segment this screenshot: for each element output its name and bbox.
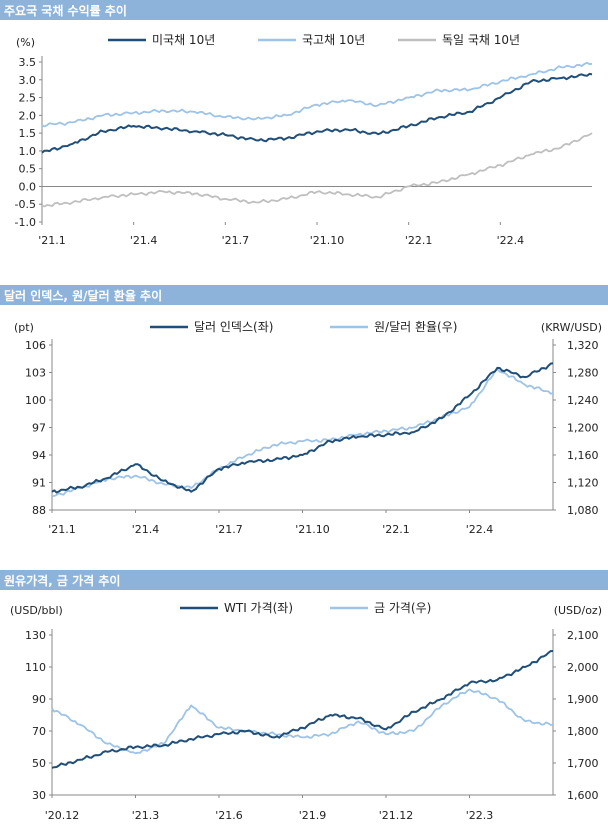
- series-line-3: [41, 132, 593, 208]
- y-right-tick-label: 1,280: [567, 367, 599, 380]
- bond-yield-panel: 주요국 국채 수익률 추이 3.5 3.0 2.5 2.0 1.5 1.0 0.5 0.0 -0…: [0, 0, 608, 270]
- bond-yield-title-band: 주요국 국채 수익률 추이: [0, 0, 608, 20]
- y-axis-unit-label: (%): [16, 36, 35, 49]
- dollar-index-title: 달러 인덱스, 원/달러 환율 추이: [4, 289, 163, 303]
- oil-gold-title: 원유가격, 금 가격 추이: [4, 574, 121, 588]
- legend-label: 미국채 10년: [152, 33, 215, 47]
- y-tick-label: 106: [25, 339, 46, 352]
- series-line-1: [41, 72, 593, 154]
- x-tick-label: '20.12: [45, 809, 80, 822]
- y-tick-label: 2.0: [19, 109, 37, 122]
- y-axis-unit-label: (pt): [14, 321, 34, 334]
- x-tick-label: '22.1: [405, 234, 433, 247]
- legend-label: 원/달러 환율(우): [374, 320, 457, 334]
- y-right-tick-label: 2,100: [567, 629, 599, 642]
- y-tick-label: 100: [25, 394, 46, 407]
- legend-label: 국고채 10년: [302, 33, 365, 47]
- y-right-tick-label: 1,900: [567, 693, 599, 706]
- x-tick-label: '21.1: [48, 523, 76, 536]
- y-tick-label: 103: [25, 367, 46, 380]
- x-tick-label: '21.4: [130, 234, 158, 247]
- x-tick-label: '21.4: [132, 523, 160, 536]
- y-right-tick-label: 1,080: [567, 504, 599, 517]
- x-tick-label: '21.12: [379, 809, 414, 822]
- x-tick-label: '21.9: [299, 809, 327, 822]
- x-tick-label: '21.6: [215, 809, 243, 822]
- y-tick-label: -1.0: [15, 216, 36, 229]
- y-right-tick-label: 1,320: [567, 339, 599, 352]
- y-axis-right-unit-label: (KRW/USD): [541, 321, 602, 334]
- bond-yield-chart: 3.5 3.0 2.5 2.0 1.5 1.0 0.5 0.0 -0.5 -1.0 (%) '21.1…: [15, 33, 593, 247]
- series-line-1: [51, 362, 554, 494]
- dollar-index-title-band: 달러 인덱스, 원/달러 환율 추이: [0, 285, 608, 305]
- legend-label: 독일 국채 10년: [442, 33, 520, 47]
- y-tick-label: 50: [32, 757, 46, 770]
- legend-label: WTI 가격(좌): [224, 601, 293, 615]
- y-right-tick-label: 1,120: [567, 477, 599, 490]
- y-tick-label: 2.5: [19, 92, 37, 105]
- x-tick-label: '22.4: [497, 234, 525, 247]
- y-axis-unit-label: (USD/bbl): [10, 604, 63, 617]
- y-tick-label: 130: [25, 629, 46, 642]
- y-right-tick-label: 1,240: [567, 394, 599, 407]
- oil-gold-title-band: 원유가격, 금 가격 추이: [0, 570, 608, 590]
- bond-yield-title: 주요국 국채 수익률 추이: [4, 4, 127, 18]
- y-tick-label: 30: [32, 789, 46, 802]
- y-tick-label: 91: [32, 477, 46, 490]
- legend-label: 금 가격(우): [374, 601, 431, 615]
- dollar-index-panel: 달러 인덱스, 원/달러 환율 추이 106 103 100 97 94 91 88 1,32…: [0, 285, 608, 555]
- y-tick-label: -0.5: [15, 198, 36, 211]
- y-tick-label: 90: [32, 693, 46, 706]
- series-line-1: [51, 650, 554, 769]
- x-tick-label: '21.7: [222, 234, 250, 247]
- y-tick-label: 110: [25, 661, 46, 674]
- x-tick-label: '22.1: [382, 523, 410, 536]
- x-tick-label: '21.10: [310, 234, 345, 247]
- x-tick-label: '22.3: [466, 809, 494, 822]
- x-tick-label: '21.10: [295, 523, 330, 536]
- y-tick-label: 1.5: [19, 127, 37, 140]
- series-line-2: [51, 688, 554, 755]
- oil-gold-panel: 원유가격, 금 가격 추이 130 110 90 70 50 30 2,100 2,000 1,…: [0, 570, 608, 832]
- y-tick-label: 97: [32, 422, 46, 435]
- legend-label: 달러 인덱스(좌): [194, 320, 273, 334]
- y-tick-label: 1.0: [19, 145, 37, 158]
- x-tick-label: '21.1: [38, 234, 66, 247]
- y-tick-label: 70: [32, 725, 46, 738]
- dollar-index-chart: 106 103 100 97 94 91 88 1,320 1,280 1,240 1,200 1,1…: [14, 320, 602, 536]
- y-right-tick-label: 1,700: [567, 757, 599, 770]
- x-tick-label: '21.7: [215, 523, 243, 536]
- x-tick-label: '21.3: [132, 809, 160, 822]
- oil-gold-chart: 130 110 90 70 50 30 2,100 2,000 1,900 1,800 1,700 1…: [10, 601, 602, 822]
- y-axis-right-unit-label: (USD/oz): [554, 604, 602, 617]
- y-tick-label: 88: [32, 504, 46, 517]
- y-tick-label: 0.5: [19, 163, 37, 176]
- x-tick-label: '22.4: [466, 523, 494, 536]
- y-tick-label: 94: [32, 449, 46, 462]
- series-line-2: [51, 368, 554, 498]
- y-right-tick-label: 1,600: [567, 789, 599, 802]
- series-line-2: [41, 61, 593, 128]
- y-right-tick-label: 2,000: [567, 661, 599, 674]
- y-right-tick-label: 1,800: [567, 725, 599, 738]
- y-right-tick-label: 1,200: [567, 422, 599, 435]
- y-right-tick-label: 1,160: [567, 449, 599, 462]
- y-tick-label: 3.0: [19, 74, 37, 87]
- y-tick-label: 0.0: [19, 180, 37, 193]
- y-tick-label: 3.5: [19, 56, 37, 69]
